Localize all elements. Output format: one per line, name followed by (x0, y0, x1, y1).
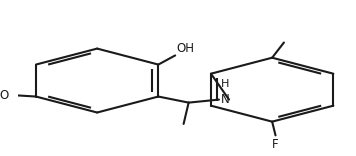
Text: N: N (221, 93, 229, 106)
Text: H: H (221, 79, 229, 89)
Text: OH: OH (177, 42, 195, 55)
Text: F: F (272, 138, 279, 151)
Text: O: O (0, 88, 9, 102)
